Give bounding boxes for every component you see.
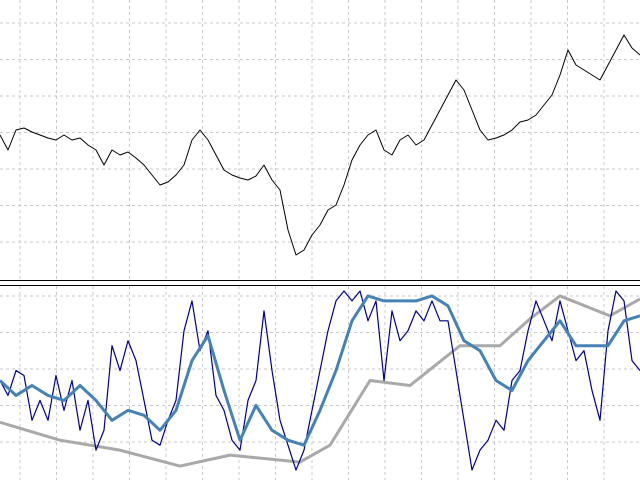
series-line (0, 290, 640, 471)
series-line (0, 294, 640, 468)
series-line (0, 294, 640, 447)
series-line (0, 34, 640, 256)
